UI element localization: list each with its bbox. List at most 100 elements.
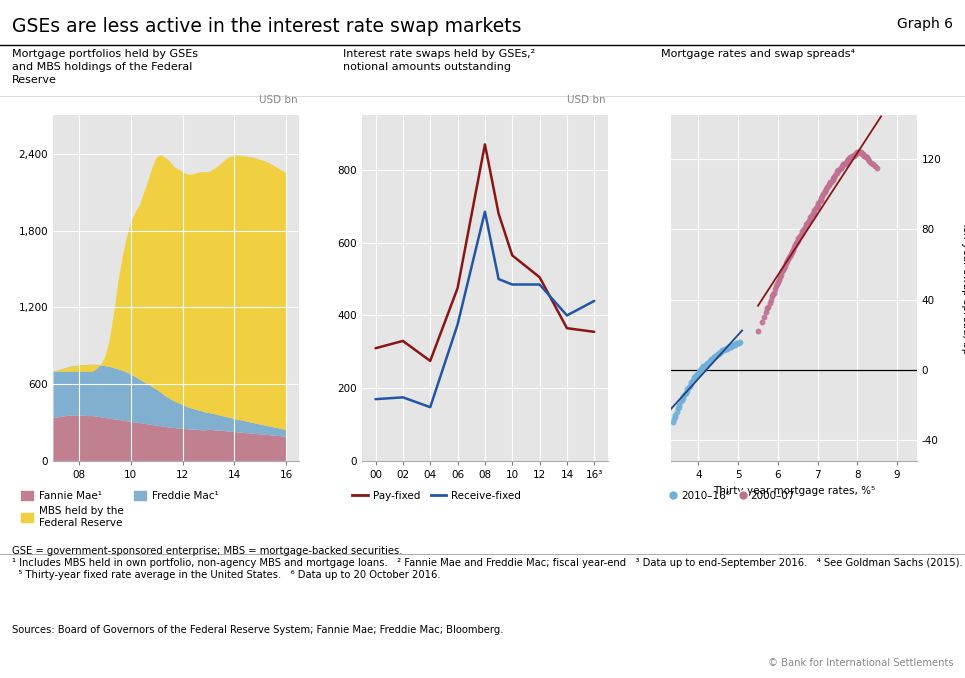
Point (727, 340, 742, 351)
Point (822, 178, 838, 189)
Point (810, 199, 825, 210)
Point (855, 148, 870, 159)
Point (722, 342, 737, 353)
Point (728, 340, 743, 351)
Point (710, 348, 726, 359)
Point (686, 373, 702, 384)
Point (687, 372, 703, 382)
Point (773, 270, 788, 281)
Point (819, 182, 835, 193)
Point (695, 363, 710, 374)
Point (683, 377, 699, 388)
Point (763, 294, 779, 305)
Point (701, 357, 716, 368)
Point (718, 343, 733, 354)
Text: GSE = government-sponsored enterprise; MBS = mortgage-backed securities.: GSE = government-sponsored enterprise; M… (12, 546, 402, 556)
Point (670, 403, 685, 414)
Point (723, 342, 738, 353)
Point (672, 399, 687, 410)
Point (849, 146, 865, 157)
Point (681, 382, 697, 393)
Point (864, 157, 879, 168)
Point (834, 163, 849, 174)
Point (757, 312, 772, 323)
Point (758, 306, 774, 317)
Point (848, 148, 864, 159)
Text: Graph 6: Graph 6 (897, 17, 953, 31)
Point (705, 352, 721, 363)
Point (671, 401, 686, 412)
Point (862, 155, 877, 166)
Point (712, 346, 728, 357)
Point (833, 163, 848, 174)
Point (782, 250, 797, 261)
Point (828, 170, 843, 180)
Point (801, 215, 816, 226)
Point (704, 354, 720, 365)
Point (731, 338, 747, 349)
Point (805, 208, 820, 219)
Point (760, 301, 776, 312)
Point (714, 346, 730, 357)
Point (817, 185, 833, 196)
Point (812, 196, 827, 207)
Point (811, 197, 826, 208)
Point (690, 368, 705, 379)
Y-axis label: Ten-year swap spread, bp: Ten-year swap spread, bp (961, 222, 965, 355)
Point (668, 410, 683, 421)
Text: GSEs are less active in the interest rate swap markets: GSEs are less active in the interest rat… (12, 17, 521, 36)
Point (770, 277, 786, 287)
Point (772, 271, 787, 282)
Point (809, 201, 824, 212)
Text: Mortgage portfolios held by GSEs
and MBS holdings of the Federal
Reserve: Mortgage portfolios held by GSEs and MBS… (12, 49, 198, 85)
Point (669, 407, 684, 418)
Point (780, 254, 795, 264)
Point (799, 219, 814, 230)
Point (673, 396, 688, 407)
Point (835, 161, 850, 172)
Point (818, 184, 834, 195)
Legend: Pay-fixed, Receive-fixed: Pay-fixed, Receive-fixed (347, 487, 526, 505)
Point (764, 291, 780, 302)
Point (782, 252, 797, 263)
Point (831, 164, 846, 175)
X-axis label: Thirty-year mortgage rates, %⁵: Thirty-year mortgage rates, %⁵ (712, 485, 875, 496)
Point (832, 164, 847, 175)
Point (790, 233, 806, 243)
Point (857, 151, 872, 161)
Point (762, 298, 778, 308)
Point (687, 372, 703, 382)
Point (698, 359, 713, 370)
Point (806, 206, 821, 217)
Point (678, 385, 694, 396)
Point (786, 245, 801, 256)
Point (732, 336, 748, 347)
Point (719, 343, 734, 354)
Text: USD bn: USD bn (259, 95, 297, 105)
Point (866, 159, 881, 170)
Point (845, 151, 861, 161)
Point (841, 154, 856, 165)
Point (708, 351, 724, 361)
Point (691, 368, 706, 379)
Point (725, 340, 740, 351)
Point (808, 203, 823, 214)
Point (858, 152, 873, 163)
Point (786, 241, 801, 252)
Point (721, 342, 736, 353)
Point (706, 352, 722, 363)
Point (807, 205, 822, 216)
Point (829, 167, 844, 178)
Point (717, 345, 732, 356)
Point (726, 340, 741, 351)
Point (707, 351, 723, 361)
Point (868, 161, 883, 172)
Point (774, 266, 789, 277)
Point (794, 227, 810, 238)
Point (778, 257, 793, 268)
Point (682, 380, 698, 391)
Point (802, 214, 817, 224)
Point (797, 222, 813, 233)
Point (798, 220, 813, 231)
Point (759, 303, 775, 314)
